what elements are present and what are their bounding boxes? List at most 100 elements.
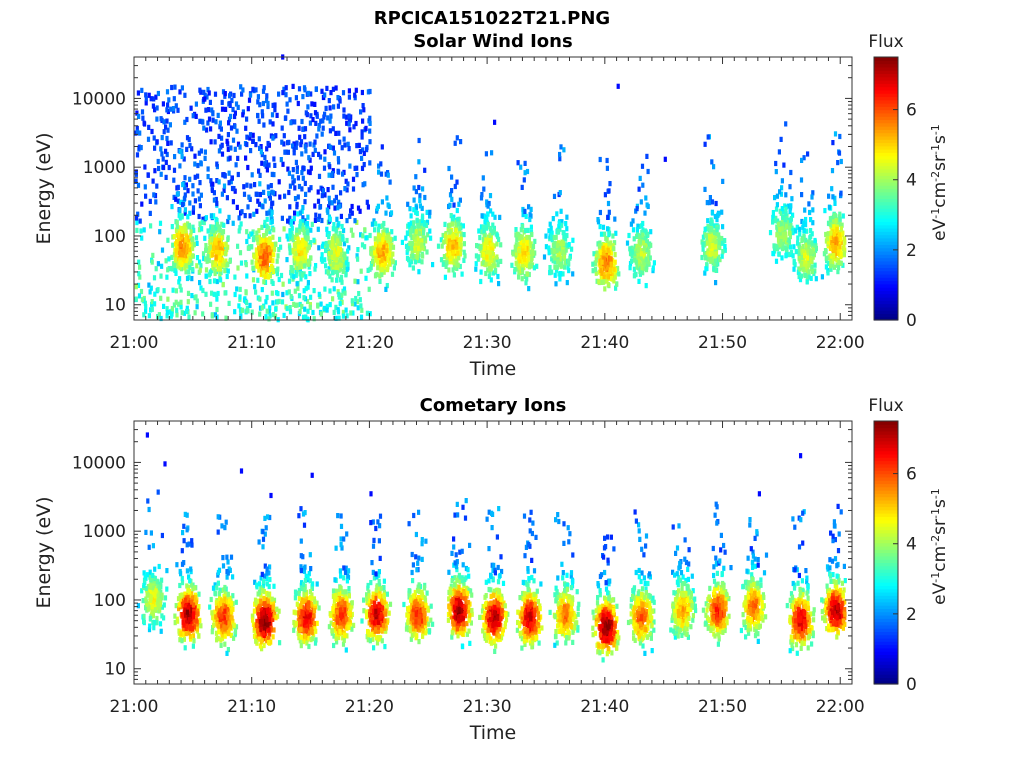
flux-cell (843, 239, 847, 245)
flux-cell (298, 220, 302, 226)
flux-cell (338, 98, 342, 104)
flux-cell (310, 101, 314, 107)
flux-cell (215, 278, 219, 285)
flux-cell (176, 198, 180, 204)
flux-cell (298, 251, 302, 257)
flux-cell (193, 595, 197, 601)
flux-cell (284, 115, 288, 121)
flux-cell (219, 600, 223, 607)
flux-cell (596, 253, 600, 259)
flux-cell (136, 90, 140, 96)
flux-cell (558, 276, 562, 282)
flux-cell (631, 227, 636, 233)
flux-cell (203, 92, 207, 98)
flux-cell (404, 235, 408, 241)
x-tick-label: 21:10 (227, 333, 276, 353)
flux-cell (820, 274, 824, 280)
flux-cell (353, 301, 357, 307)
flux-cell (807, 274, 811, 280)
flux-cell (270, 290, 274, 296)
flux-cell (265, 575, 269, 581)
flux-cell (279, 157, 283, 163)
flux-cell (225, 599, 230, 605)
flux-cell (382, 248, 386, 254)
flux-cell (290, 273, 294, 279)
flux-cell (374, 221, 378, 227)
flux-cell (296, 285, 300, 291)
flux-cell (165, 568, 169, 574)
flux-cell (603, 286, 607, 292)
flux-cell (635, 206, 639, 212)
flux-cell (259, 255, 263, 261)
flux-cell (323, 286, 327, 292)
flux-cell (219, 266, 223, 272)
flux-cell (258, 264, 263, 270)
flux-cell (265, 260, 269, 266)
flux-cell (774, 160, 778, 167)
flux-cell (613, 252, 617, 258)
flux-cell (151, 178, 155, 184)
flux-cell (303, 87, 307, 93)
flux-cell (830, 168, 835, 174)
flux-cell (277, 608, 281, 614)
flux-cell (156, 591, 160, 598)
flux-cell (377, 163, 381, 169)
flux-cell (368, 311, 372, 317)
flux-cell (191, 266, 195, 273)
flux-cell (210, 187, 214, 193)
flux-cell (360, 89, 364, 96)
flux-cell (415, 250, 419, 256)
flux-cell (177, 602, 181, 608)
flux-cell (800, 254, 804, 261)
flux-cell (259, 238, 263, 244)
flux-cell (187, 606, 191, 612)
flux-cell (154, 266, 158, 272)
flux-cell (457, 201, 461, 207)
flux-cell (183, 192, 187, 198)
flux-cell (555, 242, 560, 248)
flux-cell (209, 213, 213, 219)
flux-cell (220, 191, 224, 197)
flux-cell (303, 306, 307, 312)
flux-cell (479, 269, 483, 275)
flux-cell (234, 162, 238, 168)
flux-cell (175, 220, 179, 226)
flux-cell (345, 313, 349, 319)
flux-cell (531, 249, 535, 255)
flux-cell (355, 298, 360, 305)
flux-cell (335, 259, 339, 265)
flux-cell (300, 237, 304, 243)
flux-cell (416, 222, 420, 228)
flux-cell (284, 92, 288, 98)
flux-cell (811, 207, 815, 213)
flux-cell (307, 187, 311, 193)
flux-cell (180, 85, 184, 91)
flux-cell (389, 255, 393, 261)
flux-cell (298, 308, 302, 314)
flux-cell (220, 221, 224, 227)
flux-cell (246, 164, 250, 171)
flux-cell (245, 141, 249, 148)
flux-cell (185, 583, 189, 589)
flux-cell (701, 246, 705, 252)
flux-cell (833, 221, 838, 227)
flux-cell (256, 277, 260, 283)
flux-cell (219, 261, 223, 267)
flux-cell (364, 125, 368, 131)
flux-cell (379, 249, 383, 255)
flux-cell (531, 243, 536, 250)
flux-cell (220, 230, 224, 236)
flux-cell (343, 186, 347, 192)
flux-cell (231, 137, 236, 143)
flux-cell (283, 149, 287, 155)
flux-cell (229, 113, 233, 119)
flux-cell (282, 133, 286, 139)
flux-cell (290, 218, 294, 225)
flux-cell (445, 254, 449, 260)
flux-cell (227, 300, 231, 306)
flux-cell (636, 223, 640, 229)
flux-cell (190, 625, 194, 632)
flux-cell (150, 128, 154, 135)
flux-cell (459, 139, 463, 145)
flux-cell (523, 208, 527, 214)
